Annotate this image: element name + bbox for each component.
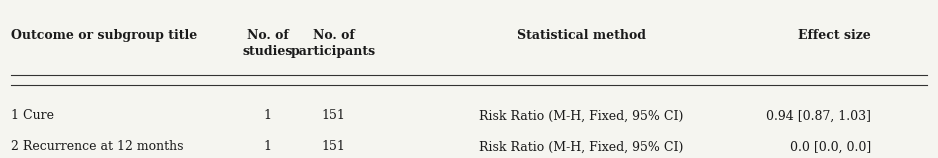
Text: 0.94 [0.87, 1.03]: 0.94 [0.87, 1.03] <box>766 109 871 122</box>
Text: 151: 151 <box>322 109 345 122</box>
Text: 151: 151 <box>322 140 345 153</box>
Text: Risk Ratio (M-H, Fixed, 95% CI): Risk Ratio (M-H, Fixed, 95% CI) <box>479 109 684 122</box>
Text: Risk Ratio (M-H, Fixed, 95% CI): Risk Ratio (M-H, Fixed, 95% CI) <box>479 140 684 153</box>
Text: No. of
studies: No. of studies <box>243 29 293 58</box>
Text: Statistical method: Statistical method <box>517 29 645 42</box>
Text: Outcome or subgroup title: Outcome or subgroup title <box>10 29 197 42</box>
Text: No. of
participants: No. of participants <box>291 29 376 58</box>
Text: 0.0 [0.0, 0.0]: 0.0 [0.0, 0.0] <box>790 140 871 153</box>
Text: 1: 1 <box>264 140 272 153</box>
Text: 1 Cure: 1 Cure <box>10 109 53 122</box>
Text: 1: 1 <box>264 109 272 122</box>
Text: Effect size: Effect size <box>798 29 871 42</box>
Text: 2 Recurrence at 12 months: 2 Recurrence at 12 months <box>10 140 183 153</box>
